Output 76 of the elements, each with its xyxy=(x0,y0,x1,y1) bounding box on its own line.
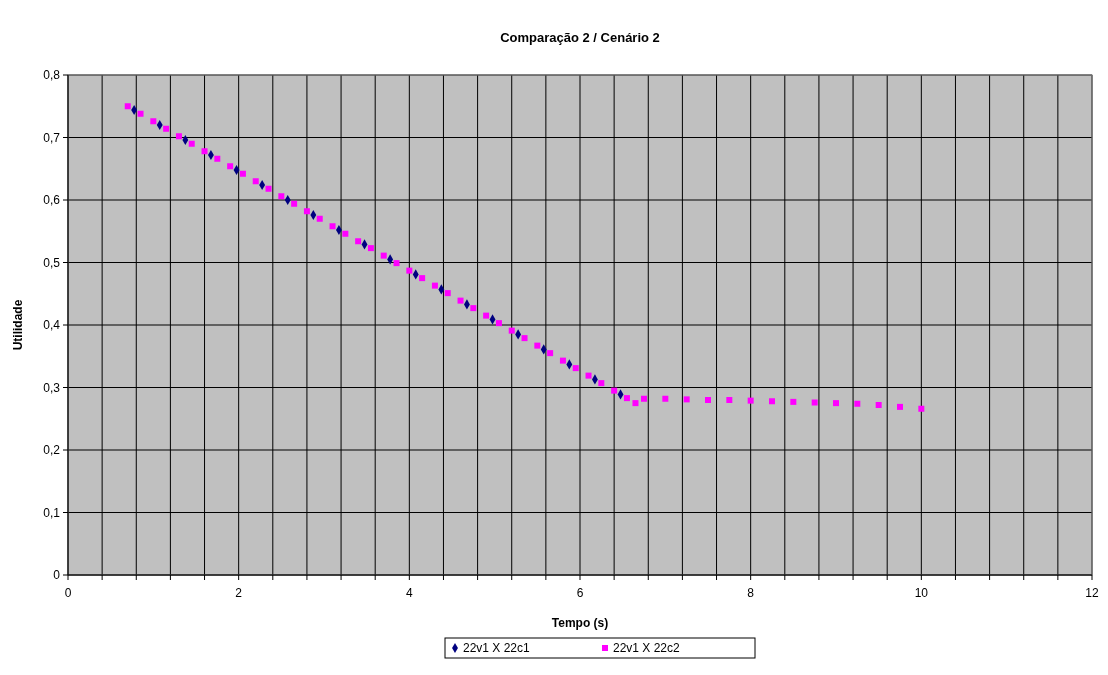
point xyxy=(457,297,464,304)
y-tick-label: 0,3 xyxy=(43,380,61,395)
point xyxy=(662,395,669,402)
point xyxy=(508,327,515,334)
point xyxy=(495,320,502,327)
point xyxy=(585,372,592,379)
point xyxy=(747,397,754,404)
point xyxy=(342,230,349,237)
point xyxy=(265,185,272,192)
point xyxy=(705,397,711,403)
point xyxy=(547,350,554,357)
point xyxy=(201,148,208,155)
point xyxy=(534,342,541,349)
point xyxy=(175,133,182,140)
y-axis-title: Utilidade xyxy=(11,299,25,351)
x-tick-label: 0 xyxy=(64,586,72,600)
point xyxy=(683,396,690,403)
point xyxy=(329,223,336,230)
legend-label: 22v1 X 22c1 xyxy=(463,641,531,655)
y-tick-label: 0,2 xyxy=(43,443,61,457)
point xyxy=(559,357,566,364)
chart-title: Comparação 2 / Cenário 2 xyxy=(500,30,660,45)
y-tick-label: 0,1 xyxy=(43,505,61,520)
point xyxy=(726,397,733,403)
y-tick-label: 0,6 xyxy=(43,193,61,207)
legend-label: 22v1 X 22c2 xyxy=(613,641,681,655)
point xyxy=(355,238,362,245)
point xyxy=(239,170,246,177)
point xyxy=(188,140,195,147)
point xyxy=(918,405,925,412)
x-axis-title: Tempo (s) xyxy=(551,616,609,630)
point xyxy=(380,252,387,259)
point xyxy=(623,395,630,402)
point xyxy=(163,125,170,132)
point xyxy=(303,208,310,215)
x-tick-label: 2 xyxy=(235,586,243,600)
point xyxy=(137,110,144,117)
point xyxy=(790,398,797,405)
point xyxy=(431,282,438,289)
y-tick-label: 0,4 xyxy=(43,318,61,332)
x-tick-label: 4 xyxy=(405,586,413,600)
x-tick-label: 6 xyxy=(576,586,584,600)
point xyxy=(811,399,818,406)
point xyxy=(611,387,618,394)
point xyxy=(291,200,298,207)
point xyxy=(124,103,131,110)
point xyxy=(316,215,323,222)
point xyxy=(393,260,400,267)
point xyxy=(769,398,775,405)
point xyxy=(598,380,605,387)
y-tick-label: 0,5 xyxy=(43,255,61,270)
point xyxy=(367,245,374,252)
point xyxy=(875,402,882,408)
point xyxy=(641,395,647,402)
point xyxy=(278,193,285,200)
y-tick-label: 0,7 xyxy=(43,130,61,145)
point xyxy=(252,178,259,185)
point xyxy=(470,305,477,312)
point xyxy=(419,275,426,282)
point xyxy=(444,290,451,297)
point xyxy=(632,400,639,407)
point xyxy=(227,163,234,170)
point xyxy=(406,267,413,274)
point xyxy=(150,118,157,125)
x-tick-label: 8 xyxy=(747,586,755,600)
point xyxy=(833,400,839,407)
point xyxy=(521,335,528,342)
x-tick-label: 10 xyxy=(914,586,929,600)
y-tick-label: 0 xyxy=(53,568,61,582)
point xyxy=(572,365,579,372)
y-tick-label: 0,8 xyxy=(43,68,61,82)
x-tick-label: 12 xyxy=(1085,586,1099,600)
point xyxy=(854,400,861,407)
point xyxy=(897,403,903,410)
point xyxy=(214,155,221,162)
point xyxy=(483,312,490,319)
